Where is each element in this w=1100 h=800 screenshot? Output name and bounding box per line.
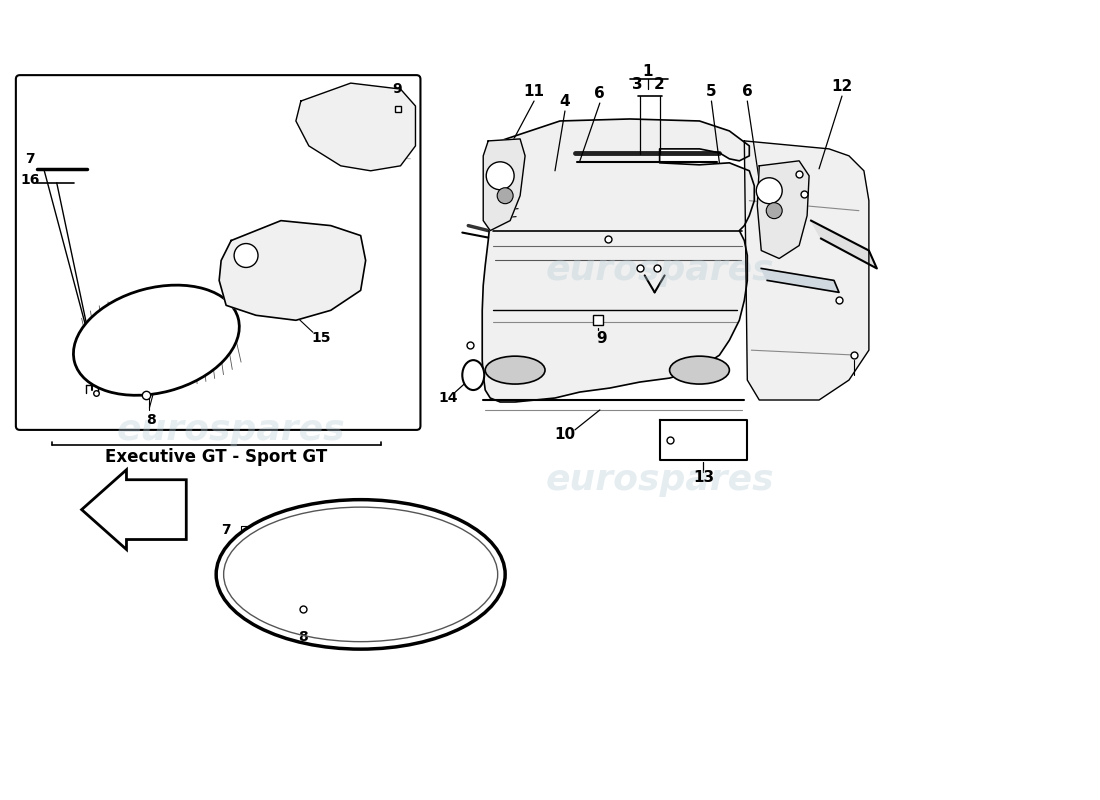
Text: 9: 9	[393, 82, 403, 96]
Text: 16: 16	[20, 173, 40, 186]
Ellipse shape	[670, 356, 729, 384]
Text: 7: 7	[25, 152, 34, 166]
Text: 1: 1	[642, 64, 653, 78]
Polygon shape	[757, 161, 810, 258]
FancyBboxPatch shape	[15, 75, 420, 430]
Ellipse shape	[485, 356, 544, 384]
Polygon shape	[296, 83, 416, 170]
Text: 14: 14	[439, 391, 458, 405]
Text: 2: 2	[654, 77, 666, 92]
Text: eurospares: eurospares	[546, 254, 774, 287]
Circle shape	[234, 243, 258, 267]
Text: 3: 3	[632, 77, 644, 92]
Text: 6: 6	[741, 83, 752, 98]
Text: 10: 10	[554, 427, 575, 442]
Ellipse shape	[74, 285, 240, 395]
Circle shape	[767, 202, 782, 218]
Text: 6: 6	[594, 86, 605, 101]
Ellipse shape	[462, 360, 484, 390]
Polygon shape	[482, 119, 755, 402]
Polygon shape	[761, 269, 839, 292]
Polygon shape	[745, 141, 869, 400]
Text: 13: 13	[693, 470, 714, 486]
Text: 7: 7	[221, 522, 231, 537]
Text: 4: 4	[560, 94, 570, 109]
Text: 5: 5	[706, 83, 717, 98]
Text: 8: 8	[298, 630, 308, 644]
Text: 12: 12	[832, 78, 852, 94]
Text: 8: 8	[146, 413, 156, 427]
Circle shape	[486, 162, 514, 190]
Text: 15: 15	[311, 331, 330, 346]
Circle shape	[757, 178, 782, 204]
Polygon shape	[811, 221, 877, 269]
Polygon shape	[81, 470, 186, 550]
Circle shape	[497, 188, 513, 204]
Text: eurospares: eurospares	[117, 413, 345, 447]
Text: eurospares: eurospares	[546, 462, 774, 497]
Ellipse shape	[217, 500, 505, 649]
Polygon shape	[219, 221, 365, 320]
Polygon shape	[660, 420, 747, 460]
Text: Executive GT - Sport GT: Executive GT - Sport GT	[104, 448, 328, 466]
Text: 11: 11	[524, 83, 544, 98]
Text: 9: 9	[596, 330, 607, 346]
Polygon shape	[483, 139, 525, 230]
